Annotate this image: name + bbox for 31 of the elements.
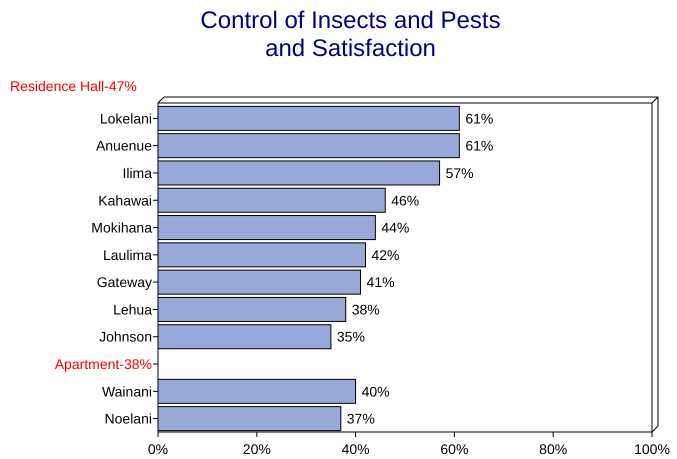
data-label: 35% (336, 328, 365, 345)
y-tick-label: Noelani (104, 410, 152, 427)
y-tick-label: Lehua (113, 301, 152, 318)
y-tick-label: Kahawai (98, 192, 152, 208)
data-label: 38% (352, 301, 380, 318)
data-label: 44% (381, 220, 410, 236)
data-label: 40% (362, 383, 390, 400)
x-tick-label: 100% (634, 441, 670, 457)
text: Apartment-38% (54, 356, 152, 372)
data-label: 46% (391, 192, 420, 208)
data-label: 61% (465, 138, 494, 154)
y-tick-label: Wainani (102, 383, 152, 400)
y-tick-label: Lokelani (100, 110, 152, 126)
data-label: 41% (366, 274, 395, 290)
x-tick-label: 40% (342, 441, 370, 457)
data-label: 37% (346, 410, 375, 427)
x-tick-label: 20% (242, 441, 271, 457)
x-tick-label: 80% (539, 441, 568, 457)
data-label: 61% (465, 110, 494, 126)
y-tick-label: Johnson (99, 328, 152, 345)
data-label: 42% (371, 246, 400, 263)
y-tick-label: Ilima (122, 164, 152, 181)
data-label: 57% (446, 164, 474, 181)
y-tick-label: Anuenue (96, 138, 152, 154)
y-tick-label: Gateway (96, 274, 152, 290)
chart-title: Control of Insects and Pests and Satisfaction (200, 7, 501, 62)
y-tick-label: Mokihana (91, 220, 152, 236)
text: Residence Hall-47% (10, 78, 137, 94)
y-tick-label: Laulima (102, 246, 152, 263)
x-tick-label: 60% (440, 441, 468, 457)
x-tick-label: 0% (148, 441, 168, 457)
